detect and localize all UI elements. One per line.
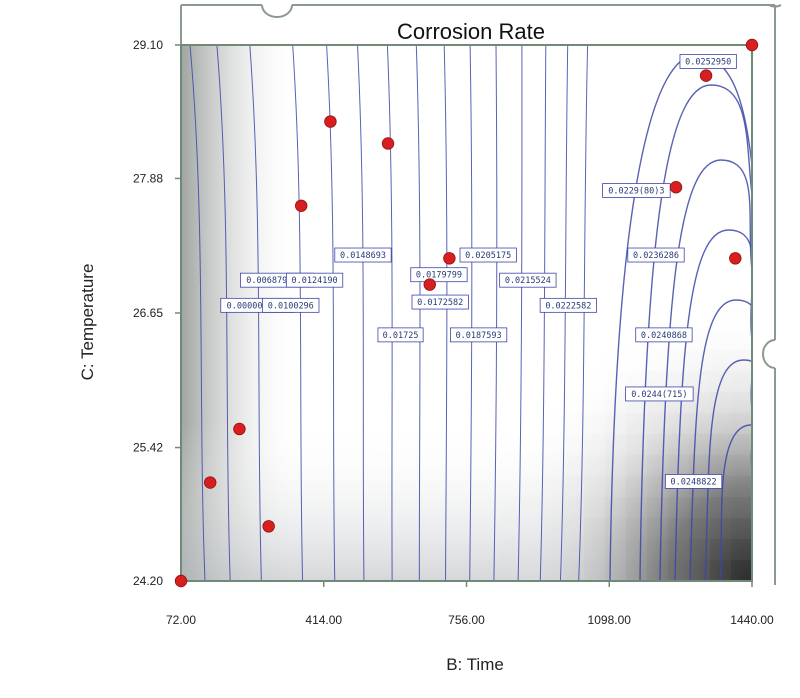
design-point	[443, 252, 456, 265]
design-point	[381, 137, 395, 150]
contour-line	[189, 45, 206, 581]
contour-line	[539, 45, 547, 581]
contour-label: 0.0205175	[459, 247, 517, 263]
svg-text:0.0248822: 0.0248822	[671, 477, 717, 487]
contour-label: 0.0172582	[411, 294, 469, 310]
design-point	[233, 422, 246, 436]
y-tick-label: 29.10	[133, 38, 163, 52]
svg-text:0.0240868: 0.0240868	[641, 331, 687, 341]
design-point	[669, 181, 683, 194]
design-point	[729, 252, 742, 265]
svg-text:0.0124190: 0.0124190	[292, 276, 338, 286]
svg-text:0.0100296: 0.0100296	[268, 301, 314, 311]
design-point	[699, 69, 713, 82]
contour-line	[719, 424, 752, 581]
contour-line	[609, 54, 752, 581]
contour-line	[415, 45, 421, 581]
y-tick-label: 24.20	[133, 574, 163, 588]
svg-text:0.0215524: 0.0215524	[505, 276, 551, 286]
contour-line	[639, 84, 752, 581]
x-tick-label: 72.00	[166, 613, 196, 627]
contour-line	[493, 45, 498, 581]
contour-label: 0.0215524	[499, 272, 557, 288]
contour-line	[674, 229, 752, 581]
contour-line	[689, 299, 752, 581]
design-point	[745, 38, 759, 52]
svg-text:0.0172582: 0.0172582	[417, 298, 463, 308]
design-point	[174, 574, 188, 588]
contour-line	[443, 45, 448, 581]
contour-line	[216, 45, 231, 581]
contour-label: 0.0229(80)3	[602, 183, 671, 198]
contour-label: 0.0187593	[450, 327, 508, 343]
x-tick-label: 1440.00	[730, 613, 774, 627]
svg-text:0.01725: 0.01725	[383, 331, 419, 341]
svg-text:0.0236286: 0.0236286	[633, 251, 679, 261]
contour-label: 0.0222582	[539, 297, 597, 313]
contour-label: 0.0236286	[627, 247, 685, 263]
contour-label: 0.01725	[377, 327, 424, 343]
design-point	[324, 115, 337, 128]
x-tick-label: 414.00	[305, 613, 342, 627]
chart-title: Corrosion Rate	[397, 19, 545, 44]
contour-label: 0.0244(715)	[625, 386, 694, 402]
y-tick-label: 26.65	[133, 306, 163, 320]
svg-text:0.0252950: 0.0252950	[685, 57, 731, 67]
contour-line	[249, 45, 262, 581]
svg-text:0.0205175: 0.0205175	[465, 251, 511, 261]
contour-line	[559, 45, 569, 581]
svg-text:0.0244(715): 0.0244(715)	[631, 390, 687, 400]
axes: 72.00 414.00 756.00 1098.00 1440.00 24.20 25.4…	[133, 38, 774, 627]
contour-line	[386, 45, 393, 581]
svg-text:0.0179799: 0.0179799	[416, 271, 462, 281]
svg-text:0.0000001134: 0.0000001134	[227, 301, 288, 311]
outer-frame	[180, 4, 782, 585]
y-tick-label: 27.88	[133, 171, 163, 185]
contour-label: 0.0100296	[262, 297, 320, 313]
contour-label: 0.0179799	[410, 267, 468, 283]
contour-line	[578, 45, 589, 581]
contour-line	[517, 45, 523, 581]
contour-label: 0.0124190	[285, 272, 344, 288]
design-point	[423, 278, 436, 291]
y-axis-title: C: Temperature	[78, 264, 97, 381]
svg-text:0.0222582: 0.0222582	[545, 301, 591, 311]
svg-text:0.0187593: 0.0187593	[456, 331, 502, 341]
x-tick-label: 1098.00	[588, 613, 632, 627]
design-point	[262, 520, 275, 533]
svg-text:0.0148693: 0.0148693	[340, 251, 386, 261]
svg-text:0.0229(80)3: 0.0229(80)3	[608, 186, 664, 196]
contour-line	[704, 359, 752, 581]
contour-label: 0.0248822	[664, 474, 723, 489]
contour-line	[357, 45, 365, 581]
plot-area	[181, 45, 752, 581]
contour-label: 0.0148693	[334, 247, 392, 263]
contour-line	[469, 45, 473, 581]
x-axis-title: B: Time	[446, 655, 504, 674]
design-point	[295, 199, 308, 213]
contour-line	[292, 45, 304, 581]
design-point	[204, 476, 217, 489]
contour-label: 0.0240868	[635, 327, 693, 343]
x-tick-label: 756.00	[448, 613, 485, 627]
svg-text:0.0068798(3): 0.0068798(3)	[246, 276, 307, 286]
contour-label: 0.0252950	[679, 54, 737, 69]
y-tick-label: 25.42	[133, 441, 163, 455]
design-points	[174, 38, 759, 588]
